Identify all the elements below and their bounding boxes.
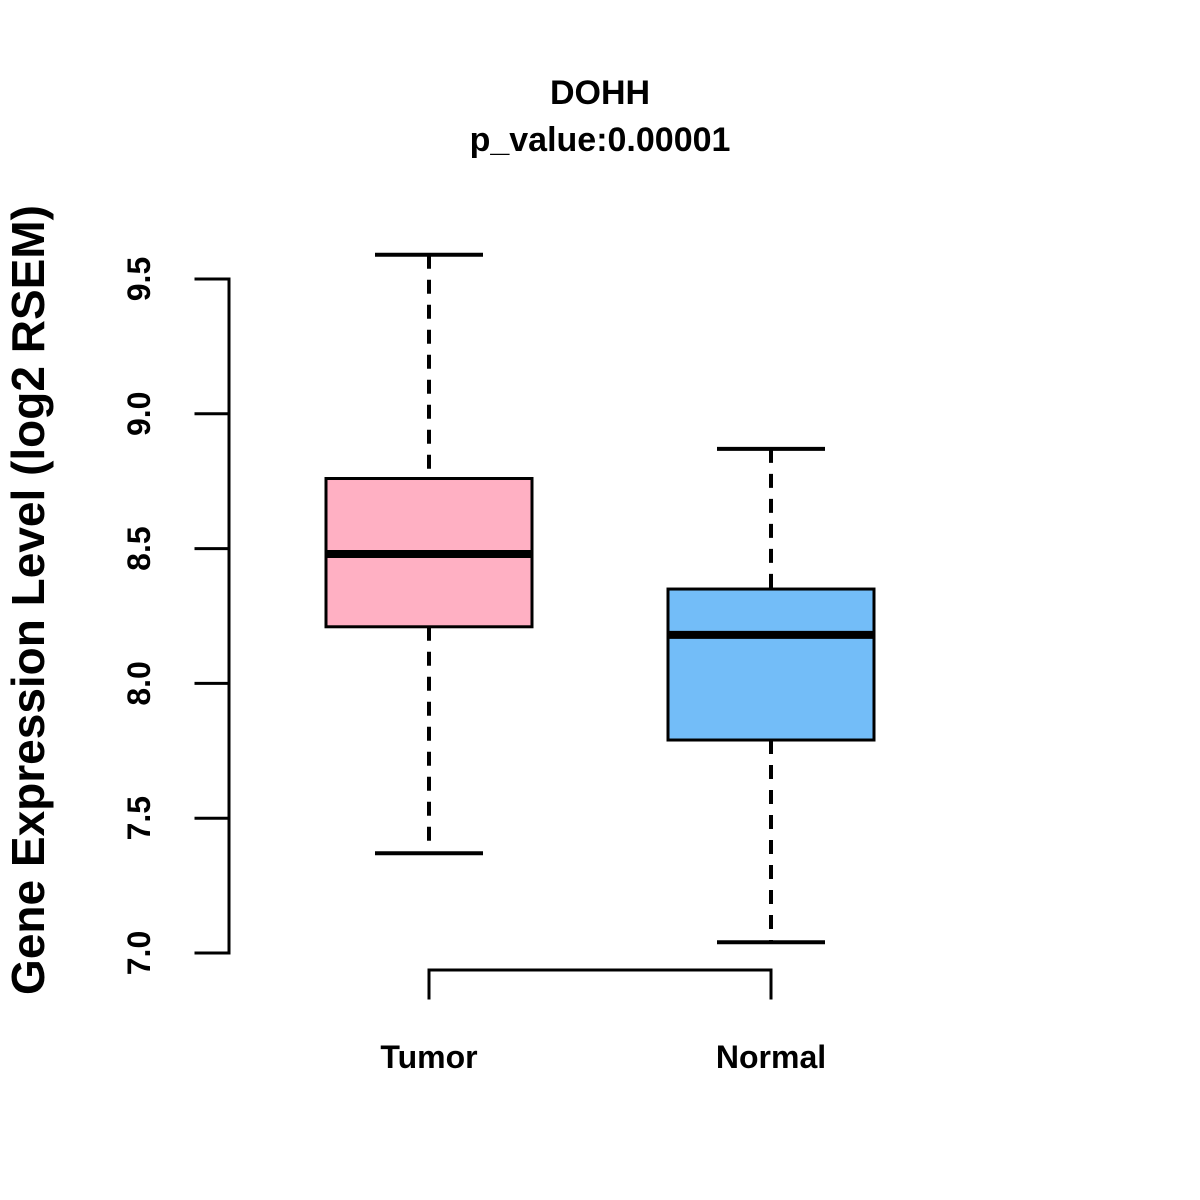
category-label-normal: Normal bbox=[716, 1039, 826, 1075]
box-normal bbox=[666, 446, 876, 945]
y-axis-title: Gene Expression Level (log2 RSEM) bbox=[2, 205, 54, 995]
y-tick-label: 7.5 bbox=[121, 796, 157, 840]
y-tick-label: 8.0 bbox=[121, 661, 157, 705]
y-tick-label: 8.5 bbox=[121, 526, 157, 570]
box-tumor bbox=[324, 252, 534, 856]
y-axis: 7.0 7.5 8.0 8.5 9.0 9.5 bbox=[121, 257, 231, 975]
category-labels: Tumor Normal bbox=[380, 1039, 826, 1075]
x-axis-bracket bbox=[427, 968, 773, 1000]
iqr-box bbox=[666, 587, 876, 742]
x-axis-bracket-path bbox=[427, 968, 773, 1000]
chart-subtitle: p_value:0.00001 bbox=[470, 121, 731, 159]
y-tick-label: 9.0 bbox=[121, 392, 157, 436]
box-series bbox=[324, 252, 876, 945]
y-tick-label: 7.0 bbox=[121, 931, 157, 975]
category-label-tumor: Tumor bbox=[380, 1039, 477, 1075]
chart-title: DOHH bbox=[550, 74, 650, 112]
y-tick-label: 9.5 bbox=[121, 257, 157, 301]
